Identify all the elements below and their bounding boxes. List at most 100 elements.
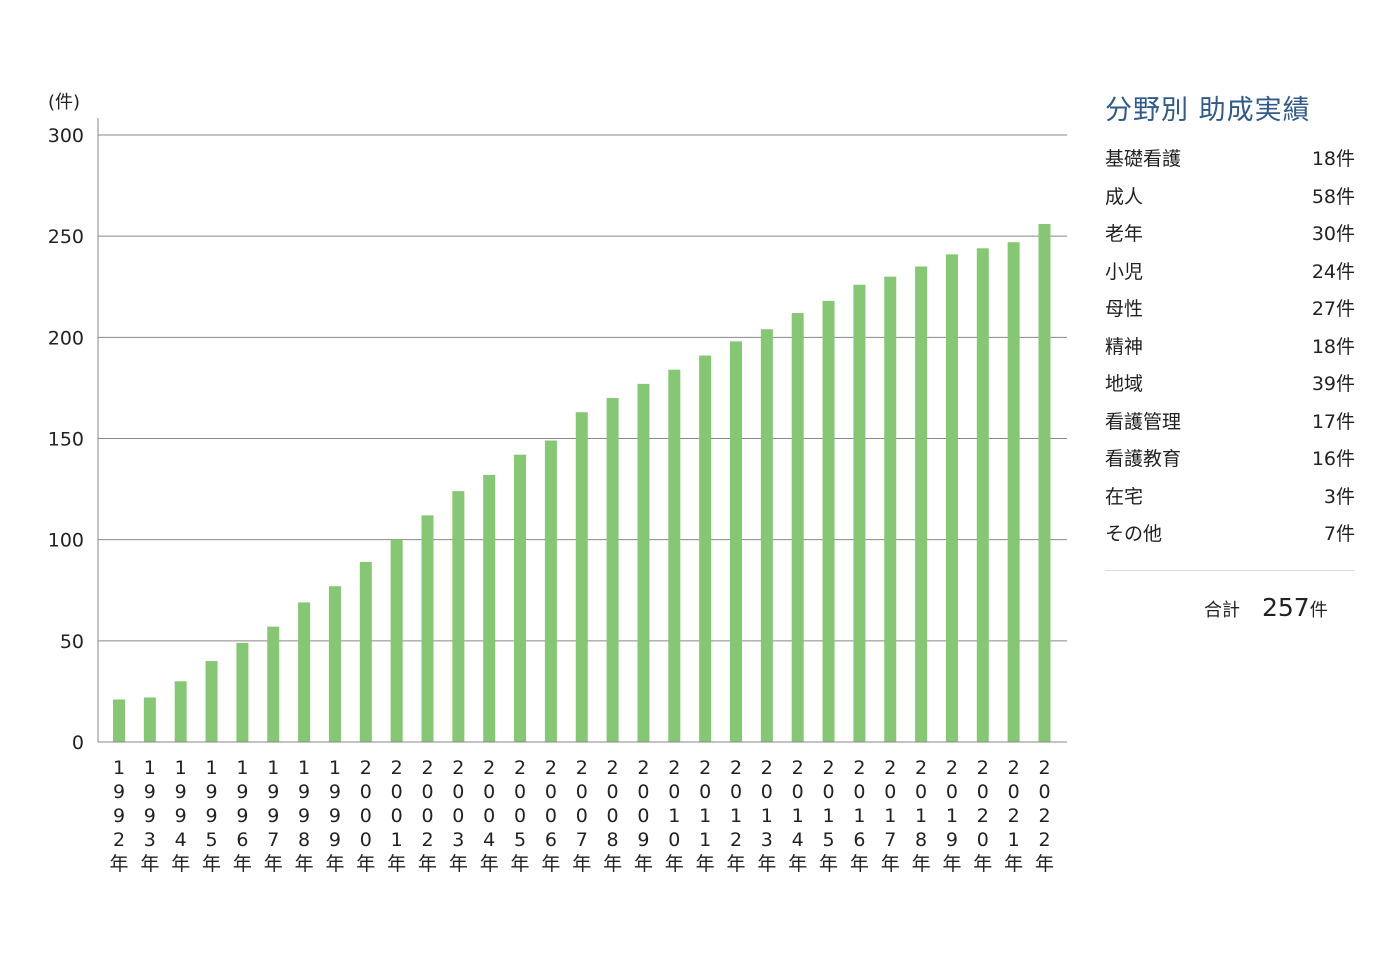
category-count: 18件 — [1311, 335, 1355, 358]
category-count: 39件 — [1311, 373, 1355, 395]
bar — [1007, 242, 1020, 742]
bar — [390, 539, 403, 742]
y-axis-unit-label: (件) — [48, 92, 80, 113]
bar — [113, 699, 125, 742]
category-label: 母性 — [1105, 298, 1144, 320]
bar — [1038, 224, 1051, 742]
y-tick-label: 0 — [72, 732, 84, 754]
bar — [483, 474, 496, 742]
bar — [298, 602, 311, 742]
category-row: 在宅 3件 — [1105, 479, 1355, 517]
category-row: 精神 18件 — [1105, 329, 1355, 367]
bar — [791, 313, 804, 742]
y-tick-label: 200 — [48, 327, 84, 349]
bar — [668, 369, 681, 742]
category-count: 16件 — [1311, 448, 1355, 470]
bar — [544, 440, 557, 742]
category-label: 在宅 — [1105, 485, 1144, 508]
y-tick-label: 150 — [48, 429, 84, 451]
axes — [97, 118, 1067, 743]
category-list: 基礎看護 18件 成人 58件 老年 30件 小児 24件 母性 27件 精神 18件 地域 39件 看護管… — [1105, 141, 1355, 554]
category-row: 母性 27件 — [1105, 291, 1355, 329]
bar — [606, 398, 619, 742]
category-label: 成人 — [1105, 185, 1144, 208]
x-category-labels: 1 9 9 2 年 1 9 9 3 年 1 9 9 4 年 1 9 9 5 年 1 9 9 6 年 1 9 9 7 年 1 9 9 8 年 1 9 9 9 年… — [109, 757, 1054, 875]
total-label: 合計 — [1204, 599, 1240, 621]
bar — [359, 561, 372, 742]
y-tick-label: 250 — [48, 226, 84, 248]
panel-title: 分野別 助成実績 — [1105, 95, 1311, 126]
bar — [884, 276, 897, 742]
category-label: 看護管理 — [1105, 410, 1182, 433]
total-unit: 件 — [1309, 599, 1328, 621]
category-count: 58件 — [1311, 185, 1355, 208]
category-row: 小児 24件 — [1105, 254, 1355, 292]
category-count: 7件 — [1323, 523, 1355, 545]
bars — [113, 224, 1051, 743]
category-count: 24件 — [1311, 260, 1355, 283]
y-tick-label: 100 — [48, 530, 84, 552]
bar — [822, 300, 835, 742]
bar — [760, 329, 773, 742]
bar — [699, 355, 712, 742]
bar — [421, 515, 434, 742]
bar — [575, 412, 588, 742]
bar — [205, 661, 218, 742]
bar — [945, 254, 958, 743]
total-row: 合計 257件 — [1105, 593, 1355, 622]
category-label: 老年 — [1105, 223, 1144, 245]
category-label: 精神 — [1105, 335, 1144, 358]
bar — [452, 491, 465, 742]
bar — [236, 642, 249, 742]
bar — [143, 697, 156, 742]
category-label: その他 — [1105, 523, 1163, 545]
y-tick-label: 300 — [48, 125, 84, 147]
category-row: 成人 58件 — [1105, 179, 1355, 217]
category-count: 27件 — [1311, 298, 1355, 320]
category-row: 看護教育 16件 — [1105, 441, 1355, 479]
category-count: 30件 — [1311, 223, 1355, 245]
category-label: 地域 — [1105, 373, 1144, 395]
category-label: 看護教育 — [1105, 448, 1182, 470]
bar — [328, 586, 341, 742]
bar — [514, 454, 527, 742]
category-row: 看護管理 17件 — [1105, 404, 1355, 442]
category-count: 17件 — [1311, 410, 1355, 433]
category-row: その他 7件 — [1105, 516, 1355, 554]
bar — [976, 248, 989, 742]
bar — [730, 341, 742, 742]
category-count: 3件 — [1323, 485, 1355, 508]
bar — [174, 681, 187, 742]
category-row: 老年 30件 — [1105, 216, 1355, 254]
bar — [637, 383, 650, 742]
category-label: 小児 — [1105, 260, 1144, 283]
bar — [267, 626, 280, 742]
y-tick-labels: 0 50 100 150 200 250 300 — [48, 125, 84, 754]
